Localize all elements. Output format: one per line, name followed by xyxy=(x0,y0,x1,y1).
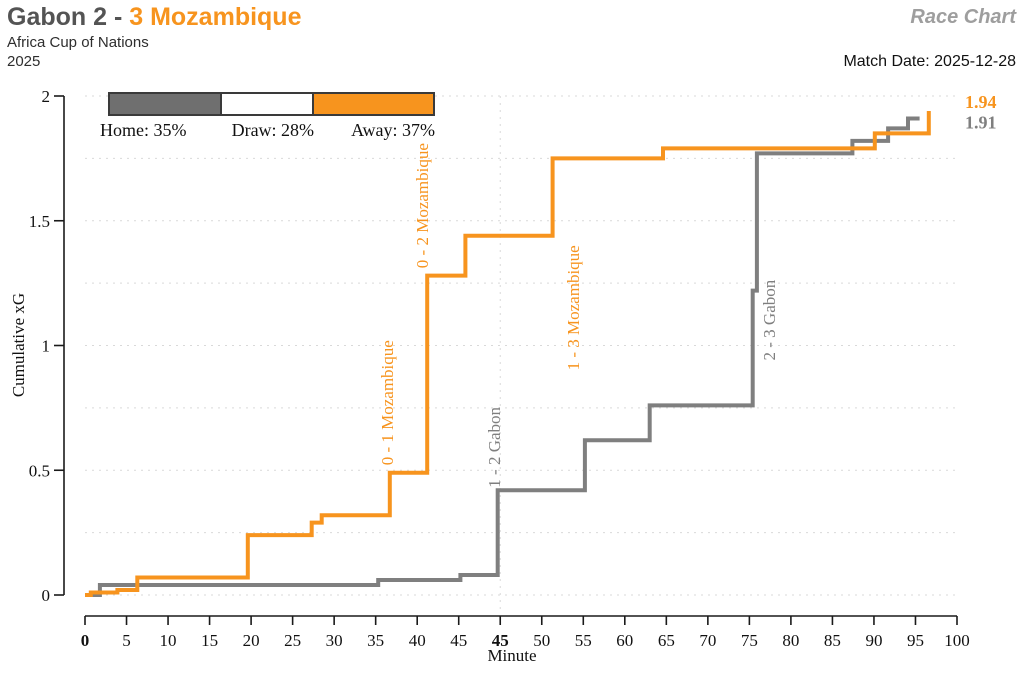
x-tick-label: 5 xyxy=(122,631,131,650)
page-title: Gabon 2 - 3 Mozambique xyxy=(7,0,301,34)
x-tick-label: 0 xyxy=(81,631,90,650)
x-tick-label: 85 xyxy=(824,631,841,650)
away-xg-line xyxy=(85,111,931,597)
x-tick-label: 60 xyxy=(616,631,633,650)
y-tick-label: 2 xyxy=(42,87,51,106)
home-xg-line xyxy=(85,116,920,597)
legend-segment-2 xyxy=(313,92,435,116)
x-tick-label: 95 xyxy=(907,631,924,650)
x-tick-label: 30 xyxy=(326,631,343,650)
legend-bar xyxy=(108,92,435,116)
x-tick-label: 65 xyxy=(658,631,675,650)
gridlines xyxy=(85,95,957,596)
x-tick-label: 45 xyxy=(450,631,467,650)
x-tick-label: 25 xyxy=(284,631,301,650)
y-tick-label: 1 xyxy=(42,337,51,356)
legend-segment-0 xyxy=(108,92,223,116)
goal-annotation: 1 - 3 Mozambique xyxy=(564,245,583,370)
x-tick-label: 100 xyxy=(944,631,970,650)
x-tick-label: 15 xyxy=(201,631,218,650)
legend-label-0: Home: 35% xyxy=(100,120,187,140)
win-probability-legend: Home: 35% Draw: 28% Away: 37% xyxy=(100,92,435,141)
legend-label-1: Draw: 28% xyxy=(231,120,315,140)
x-tick-label: 80 xyxy=(782,631,799,650)
x-tick-label: 70 xyxy=(699,631,716,650)
x-axis-title: Minute xyxy=(487,646,536,665)
x-tick-label: 90 xyxy=(865,631,882,650)
legend-segment-1 xyxy=(222,92,314,116)
goal-annotation: 2 - 3 Gabon xyxy=(760,279,779,360)
chart-type-label: Race Chart xyxy=(910,6,1016,28)
final-xg-away: 1.94 xyxy=(965,92,997,112)
goal-annotation: 0 - 2 Mozambique xyxy=(413,143,432,268)
goal-annotation: 0 - 1 Mozambique xyxy=(378,340,397,465)
goal-annotations: 0 - 1 Mozambique 0 - 2 Mozambique 1 - 2 Ga… xyxy=(378,143,779,488)
x-axis: 0 5 10 15 20 25 30 35 40 45 45 50 55 60 65 70 75 80 85 90 95… xyxy=(81,615,970,665)
x-tick-label: 40 xyxy=(409,631,426,650)
x-tick-label: 55 xyxy=(575,631,592,650)
y-axis-title: Cumulative xG xyxy=(9,293,28,397)
x-tick-label: 35 xyxy=(367,631,384,650)
final-xg-home: 1.91 xyxy=(965,113,997,133)
season-label: 2025 xyxy=(7,53,41,70)
y-axis: 0 0.5 1 1.5 2 Cumulative xG xyxy=(9,87,65,605)
legend-labels: Home: 35% Draw: 28% Away: 37% xyxy=(100,120,435,141)
x-tick-label: 50 xyxy=(533,631,550,650)
y-tick-label: 1.5 xyxy=(29,212,50,231)
competition-label: Africa Cup of Nations xyxy=(7,34,149,51)
match-date-label: Match Date: 2025-12-28 xyxy=(843,53,1016,70)
y-tick-label: 0 xyxy=(42,586,51,605)
x-tick-label: 20 xyxy=(243,631,260,650)
y-tick-label: 0.5 xyxy=(29,461,50,480)
goal-annotation: 1 - 2 Gabon xyxy=(485,406,504,487)
x-tick-label: 45 xyxy=(492,631,509,650)
title-away-part: 3 Mozambique xyxy=(129,3,302,31)
x-tick-label: 10 xyxy=(160,631,177,650)
legend-label-2: Away: 37% xyxy=(351,120,435,140)
title-home-part: Gabon 2 - xyxy=(7,3,130,31)
x-tick-label: 75 xyxy=(741,631,758,650)
